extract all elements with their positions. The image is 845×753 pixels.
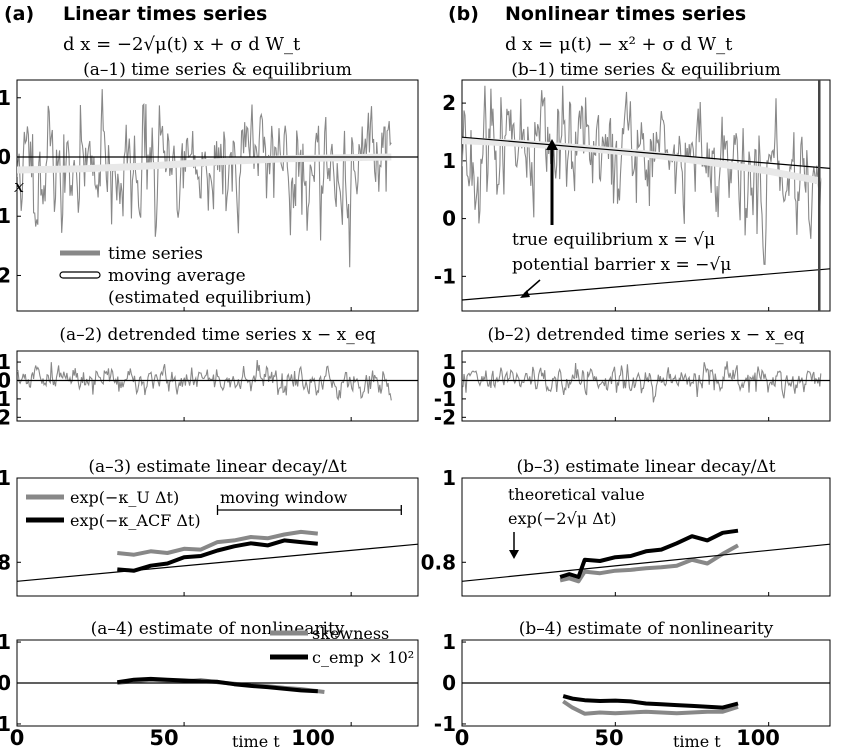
a1-axes-frame — [16, 79, 419, 312]
a1-ytick-label-1: -1 — [0, 204, 11, 228]
b1-series-moving-average — [462, 137, 822, 185]
a4-ytick-label-2: 1 — [0, 630, 11, 654]
a3-title: (a–3) estimate linear decay/Δt — [88, 457, 346, 477]
a3-moving-window-bracket — [216, 505, 402, 515]
b1-annot-barrier: potential barrier x = −√μ — [512, 255, 731, 275]
b1-annot-equilibrium: true equilibrium x = √μ — [512, 230, 715, 250]
b2-title: (b–2) detrended time series x − x_eq — [487, 325, 804, 345]
a1-ytick-label-3: 1 — [0, 86, 11, 110]
a2-series-detrended — [17, 360, 392, 401]
b1-ytick-label-2: 1 — [442, 149, 456, 173]
a-xtick-100: 100 — [291, 726, 335, 750]
b3-theory-arrowhead — [509, 550, 519, 559]
b-xtick-50: 50 — [594, 726, 623, 750]
b1-axes-frame — [461, 79, 831, 312]
b4-series-c-emp-10- — [562, 694, 739, 710]
a2-ytick-label-0: -2 — [0, 405, 11, 429]
a-xtick-0: 0 — [10, 726, 25, 750]
b3-annot-theory: theoretical value — [508, 485, 645, 504]
a3-series-exp-acf-t- — [117, 538, 318, 573]
a1-legend-movavg-sub: (estimated equilibrium) — [108, 288, 311, 308]
panel-a-equation: d x = −2√μ(t) x + σ d W_t — [63, 34, 301, 55]
panel-a-title: Linear times series — [63, 3, 267, 25]
b1-equilibrium-arrowhead — [546, 139, 558, 150]
panels-layer: (a–1) time series & equilibrium-2-101(b–… — [0, 60, 831, 736]
panel-a-letter: (a) — [4, 3, 34, 25]
a1-ytick-label-2: 0 — [0, 145, 11, 169]
b4-ytick-label-1: 0 — [442, 671, 456, 695]
a3-axes-frame — [16, 477, 419, 597]
panel-b-letter: (b) — [448, 3, 479, 25]
a3-legend-kacf: exp(−κ_ACF Δt) — [70, 511, 201, 530]
a1-legend-movavg: moving average — [108, 266, 246, 286]
b2-series-detrended — [462, 361, 822, 403]
a1-legend-timeseries: time series — [108, 244, 203, 264]
panel-b-equation: d x = μ(t) − x² + σ d W_t — [505, 34, 733, 55]
a3-series-theoretical-value — [17, 543, 418, 582]
a-xtick-50: 50 — [149, 726, 178, 750]
b1-barrier-arrowhead — [520, 290, 530, 298]
b4-title: (b–4) estimate of nonlinearity — [519, 619, 774, 639]
b3-ytick-label-0: 0.8 — [421, 550, 456, 574]
a1-series-moving-average — [17, 153, 392, 174]
a2-ytick-label-1: -1 — [0, 387, 11, 411]
a4-legend-cemp: c_emp × 10² — [312, 648, 414, 667]
b-xlabel: time t — [673, 732, 721, 751]
b2-ytick-label-2: 0 — [442, 368, 456, 392]
a1-legend-movavg-swatch — [59, 271, 101, 279]
a4-title: (a–4) estimate of nonlinearity — [91, 619, 345, 639]
b-xtick-100: 100 — [736, 726, 780, 750]
a-xlabel: time t — [232, 732, 280, 751]
a2-title: (a–2) detrended time series x − x_eq — [59, 325, 375, 345]
b-xtick-0: 0 — [455, 726, 470, 750]
b1-series-time-series — [462, 85, 822, 266]
b3-axes-frame — [461, 477, 831, 597]
panel-b-title: Nonlinear times series — [505, 3, 746, 25]
b2-ytick-label-3: 1 — [442, 350, 456, 374]
b3-ytick-label-1: 1 — [442, 466, 456, 490]
b2-axes-frame — [461, 350, 831, 422]
a4-ytick-label-0: -1 — [0, 712, 11, 736]
a2-ytick-label-2: 0 — [0, 368, 11, 392]
a1-series-time-series — [17, 89, 392, 268]
b3-series-theoretical-value — [462, 543, 830, 582]
b3-series-exp-acf-t- — [559, 528, 739, 579]
a1-title: (a–1) time series & equilibrium — [83, 60, 352, 80]
a4-legend-skew: skewness — [312, 624, 389, 643]
a1-ytick-label-0: -2 — [0, 263, 11, 287]
b1-ytick-label-1: 0 — [442, 207, 456, 231]
b1-ytick-label-0: -1 — [434, 264, 456, 288]
b1-ytick-label-3: 2 — [442, 91, 456, 115]
b2-ytick-label-1: -1 — [434, 387, 456, 411]
b1-title: (b–1) time series & equilibrium — [511, 60, 781, 80]
b4-ytick-label-2: 1 — [442, 630, 456, 654]
b1-series-true-equilibrium — [462, 136, 830, 169]
a3-annot-window: moving window — [220, 488, 348, 507]
b2-ytick-label-0: -2 — [434, 405, 456, 429]
b4-ytick-label-0: -1 — [434, 712, 456, 736]
a4-series-c-emp-10- — [117, 676, 318, 694]
a2-axes-frame — [16, 350, 419, 422]
a3-ytick-label-1: 1 — [0, 466, 11, 490]
a3-legend-ku: exp(−κ_U Δt) — [70, 488, 179, 507]
a3-ytick-label-0: 0.8 — [0, 550, 11, 574]
a2-ytick-label-3: 1 — [0, 350, 11, 374]
b3-annot-theory-formula: exp(−2√μ Δt) — [508, 509, 616, 528]
a1-ylabel: x — [14, 176, 24, 197]
b3-title: (b–3) estimate linear decay/Δt — [516, 457, 775, 477]
a4-ytick-label-1: 0 — [0, 671, 11, 695]
b3-series-exp-u-t- — [559, 543, 739, 584]
